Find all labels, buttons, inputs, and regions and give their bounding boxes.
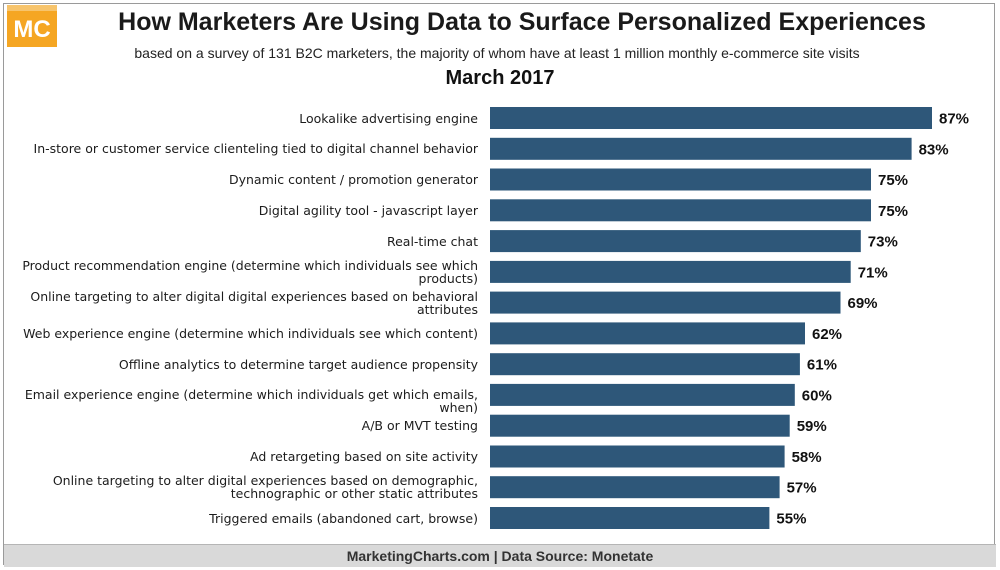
bar <box>490 199 871 222</box>
category-label-line: Lookalike advertising engine <box>299 110 478 126</box>
category-label: Ad retargeting based on site activity <box>0 450 478 463</box>
category-label-line: products) <box>418 270 478 286</box>
category-label: Online targeting to alter digital experi… <box>0 474 478 500</box>
category-label-line: Product recommendation engine (determine… <box>22 257 478 273</box>
category-label-line: A/B or MVT testing <box>361 418 478 434</box>
category-label-line: Online targeting to alter digital digita… <box>30 288 478 304</box>
category-label-line: Triggered emails (abandoned cart, browse… <box>209 510 478 526</box>
value-label: 75% <box>878 203 908 220</box>
value-label: 60% <box>802 387 832 404</box>
category-label-line: Email experience engine (determine which… <box>24 387 478 416</box>
value-label: 59% <box>797 418 827 435</box>
value-label: 58% <box>792 449 822 466</box>
bar <box>490 291 841 314</box>
category-label-line: Online targeting to alter digital experi… <box>52 473 478 489</box>
value-label: 55% <box>776 511 806 528</box>
value-label: 61% <box>807 357 837 374</box>
category-label: Triggered emails (abandoned cart, browse… <box>0 512 478 525</box>
bar <box>490 383 795 406</box>
value-label: 69% <box>848 295 878 312</box>
category-label: Digital agility tool - javascript layer <box>0 204 478 217</box>
bar <box>490 322 805 345</box>
category-label-line: Real-time chat <box>386 233 478 249</box>
category-label: Product recommendation engine (determine… <box>0 259 478 285</box>
category-label: Lookalike advertising engine <box>0 112 478 125</box>
category-label: Offline analytics to determine target au… <box>0 358 478 371</box>
chart-frame <box>3 3 995 565</box>
category-label-line: Dynamic content / promotion generator <box>228 172 478 188</box>
chart-title: How Marketers Are Using Data to Surface … <box>118 8 926 36</box>
chart-date: March 2017 <box>445 67 555 89</box>
logo-background <box>7 5 57 47</box>
category-label: Web experience engine (determine which i… <box>0 327 478 340</box>
value-label: 73% <box>868 234 898 251</box>
bar <box>490 137 912 160</box>
logo-stripe <box>7 5 57 11</box>
bar <box>490 507 770 529</box>
category-label-line: Offline analytics to determine target au… <box>118 356 478 372</box>
bar <box>490 168 871 191</box>
category-label-line: Ad retargeting based on site activity <box>250 448 478 464</box>
category-label: A/B or MVT testing <box>0 419 478 432</box>
value-label: 62% <box>812 326 842 343</box>
category-label-line: In-store or customer service clienteling… <box>33 141 478 157</box>
category-label: Email experience engine (determine which… <box>0 388 478 414</box>
value-label: 71% <box>858 264 888 281</box>
value-label: 75% <box>878 172 908 189</box>
category-label-line: Digital agility tool - javascript layer <box>258 202 478 218</box>
category-label: Dynamic content / promotion generator <box>0 173 478 186</box>
bar <box>490 107 932 129</box>
value-label: 87% <box>939 111 969 128</box>
category-label: Online targeting to alter digital digita… <box>0 290 478 316</box>
mc-logo: MC <box>7 5 57 47</box>
bar <box>490 476 780 499</box>
bar <box>490 445 785 468</box>
category-label: In-store or customer service clienteling… <box>0 142 478 155</box>
category-label-line: technographic or other static attributes <box>230 486 478 502</box>
bar <box>490 260 851 283</box>
value-label: 57% <box>787 480 817 497</box>
category-label-line: attributes <box>416 301 478 317</box>
footer-source: MarketingCharts.com | Data Source: Monet… <box>4 544 996 567</box>
bar <box>490 230 861 253</box>
value-label: 83% <box>919 141 949 158</box>
bar <box>490 353 800 376</box>
category-label: Real-time chat <box>0 235 478 248</box>
chart-subtitle: based on a survey of 131 B2C marketers, … <box>134 45 860 61</box>
logo-text: MC <box>13 16 50 43</box>
bar <box>490 414 790 437</box>
category-label-line: Web experience engine (determine which i… <box>23 325 478 341</box>
